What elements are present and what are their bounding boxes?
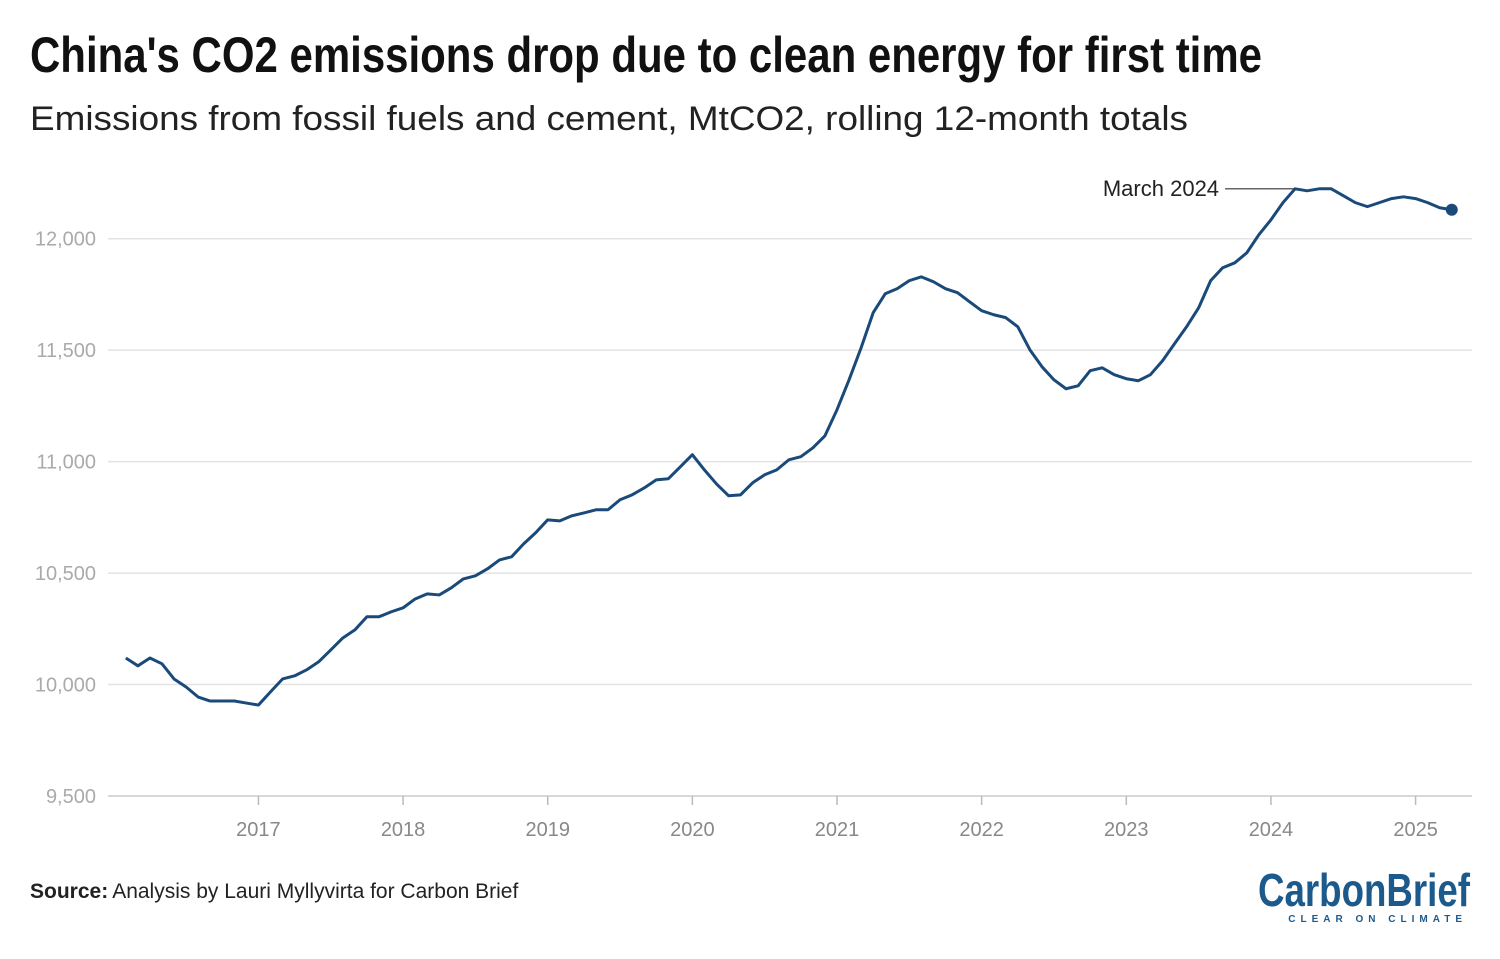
- annotation: March 2024: [1103, 176, 1219, 201]
- x-tick-label: 2019: [525, 819, 570, 841]
- x-tick-label: 2017: [236, 819, 281, 841]
- x-tick-label: 2025: [1393, 819, 1438, 841]
- y-tick-label: 11,500: [36, 340, 96, 362]
- x-tick-label: 2020: [670, 819, 715, 841]
- x-tick-label: 2024: [1249, 819, 1294, 841]
- y-tick-label: 10,500: [35, 563, 96, 585]
- x-tick-label: 2018: [381, 819, 426, 841]
- y-tick-label: 10,000: [35, 675, 96, 697]
- x-tick-label: 2023: [1104, 819, 1149, 841]
- end-point: [1445, 203, 1458, 216]
- chart-title: China's CO2 emissions drop due to clean …: [30, 27, 1262, 83]
- chart-subtitle: Emissions from fossil fuels and cement, …: [30, 100, 1188, 138]
- source-label: Source:: [30, 880, 108, 903]
- source-text: Analysis by Lauri Myllyvirta for Carbon …: [112, 880, 518, 903]
- line: [125, 187, 1452, 707]
- source: Source: Analysis by Lauri Myllyvirta for …: [30, 880, 518, 903]
- y-tick-label: 11,000: [36, 452, 96, 474]
- logo: CarbonBrief: [1258, 864, 1471, 916]
- y-tick-label: 9,500: [46, 786, 96, 808]
- x-tick-label: 2021: [815, 819, 860, 841]
- logo-tagline: CLEAR ON CLIMATE: [1288, 914, 1467, 925]
- y-tick-label: 12,000: [35, 229, 96, 251]
- x-tick-label: 2022: [959, 819, 1004, 841]
